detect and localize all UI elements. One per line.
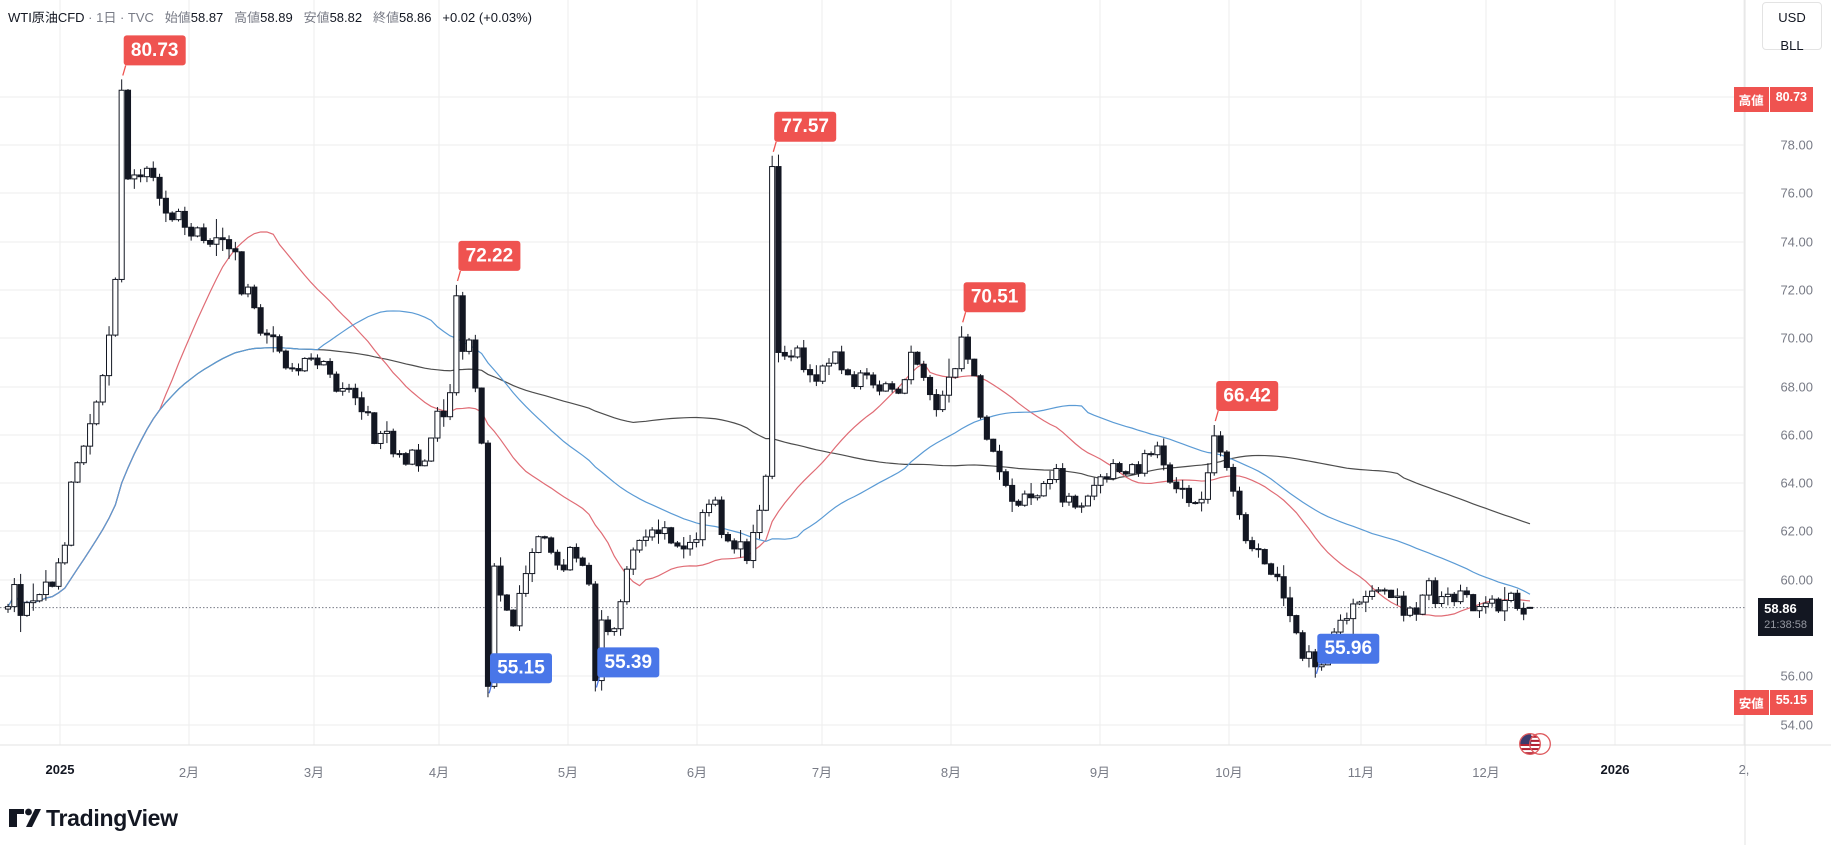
svg-text:55.96: 55.96 [1325,638,1373,659]
svg-text:80.73: 80.73 [131,40,179,61]
svg-text:70.51: 70.51 [971,287,1019,308]
svg-text:77.57: 77.57 [781,116,829,137]
svg-text:72.22: 72.22 [466,245,514,266]
svg-text:55.39: 55.39 [605,652,653,673]
svg-text:66.42: 66.42 [1223,386,1271,407]
svg-text:55.15: 55.15 [497,658,545,679]
